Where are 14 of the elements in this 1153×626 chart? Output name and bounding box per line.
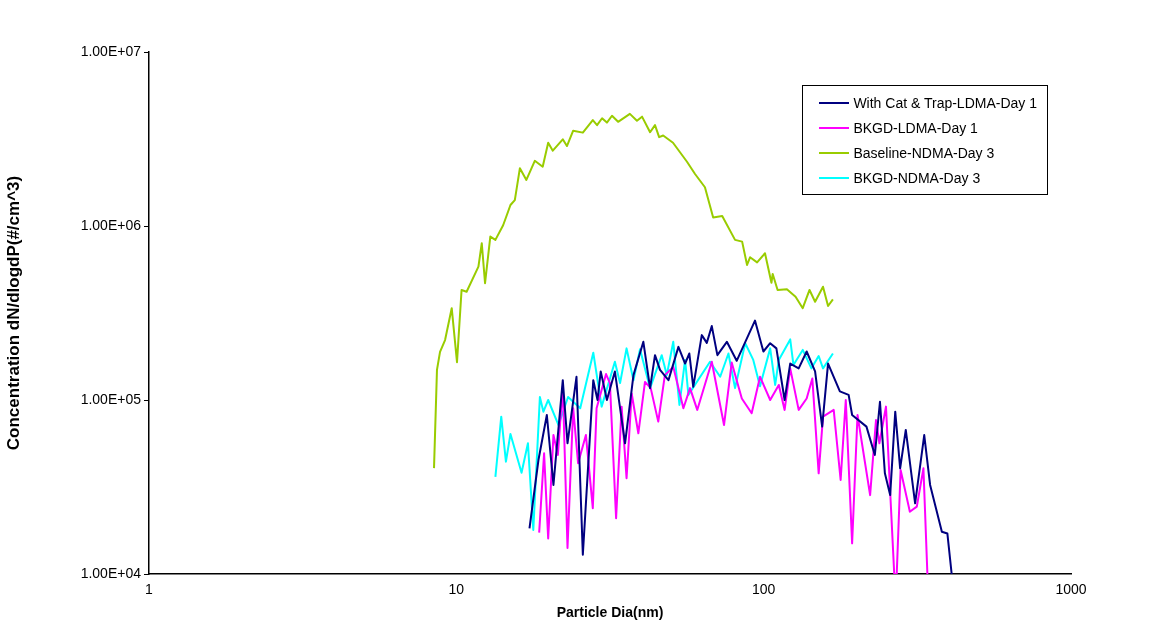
legend-label: Baseline-NDMA-Day 3 xyxy=(853,144,995,161)
y-tick-label: 1.00E+07 xyxy=(80,42,142,59)
y-tick-label: 1.00E+06 xyxy=(80,216,142,233)
x-tick-label: 10 xyxy=(448,581,465,598)
x-tick-label: 1000 xyxy=(1055,581,1087,598)
x-tick-label: 100 xyxy=(751,581,776,598)
y-axis-title: Concentration dN/dlogdP(#/cm^3) xyxy=(3,175,23,451)
legend-label: With Cat & Trap-LDMA-Day 1 xyxy=(853,94,1037,111)
legend-label: BKGD-NDMA-Day 3 xyxy=(853,169,981,186)
y-tick-label: 1.00E+05 xyxy=(80,390,142,407)
y-tick-label: 1.00E+04 xyxy=(80,564,142,581)
legend-label: BKGD-LDMA-Day 1 xyxy=(853,119,978,136)
x-axis-title: Particle Dia(nm) xyxy=(556,604,664,621)
x-tick-label: 1 xyxy=(145,581,154,598)
